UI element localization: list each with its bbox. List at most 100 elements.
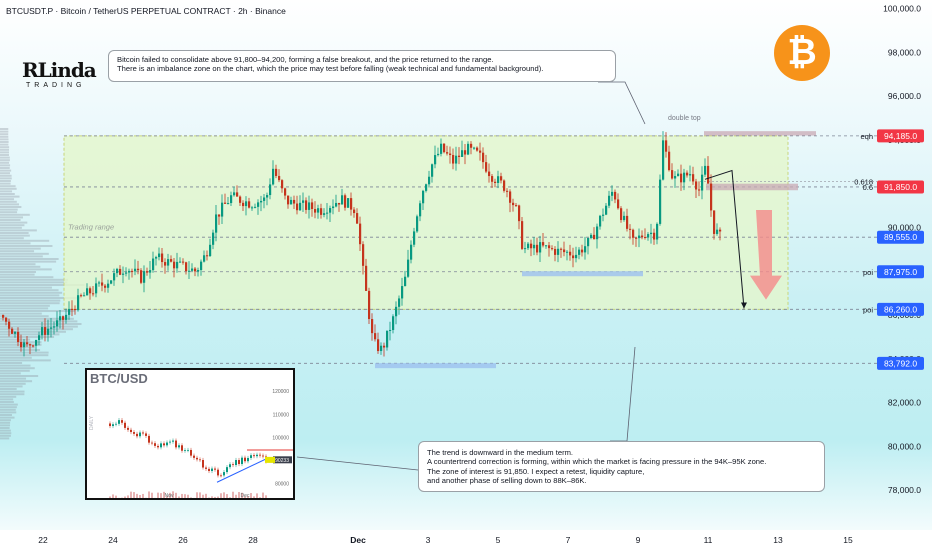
volume-bar [0,247,41,250]
candle-body [353,209,356,214]
volume-bar [0,414,12,416]
inset-candle-body [109,423,111,427]
candle-body [434,155,437,165]
price-label-text: 94,185.0 [884,131,917,141]
candle-body [119,268,122,275]
fib-tag: 0.618 [854,177,873,186]
price-tick-label: 96,000.0 [888,91,921,101]
candle-body [230,195,233,204]
candle-body [317,208,320,213]
inset-volume-bar [211,496,213,498]
inset-volume-bar [223,492,225,498]
volume-bar [0,424,11,427]
candle-body [491,176,494,182]
price-label-text: 87,975.0 [884,267,917,277]
inset-volume-bar [175,492,177,498]
inset-volume-bar [115,495,117,498]
volume-bar [0,146,10,149]
inset-volume-bar [259,497,261,498]
candle-body [209,244,212,257]
inset-candle-body [172,440,174,442]
candle-body [287,195,290,205]
volume-bar [0,408,16,411]
volume-bar [0,242,31,245]
candle-body [380,345,383,352]
volume-bar [0,133,9,136]
note-line: and another phase of selling down to 88K… [427,476,587,486]
volume-bar [0,323,82,325]
candle-body [587,238,590,247]
candle-body [5,317,8,322]
inset-volume-bar [241,492,243,498]
candle-body [716,229,719,234]
candle-body [167,259,170,266]
candle-body [548,245,551,249]
candle-body [29,344,32,346]
time-axis[interactable]: 22 24 26 28 Dec 3 5 7 9 11 13 15 [0,530,932,550]
volume-bar [0,421,11,424]
candle-body [341,195,344,205]
inset-volume-bar [124,496,126,498]
volume-bar [0,232,29,234]
inset-volume-bar [196,492,198,498]
candle-body [590,234,593,239]
candle-body [635,237,638,239]
candle-body [443,143,446,153]
volume-bar [0,211,18,214]
volume-bar [0,143,9,146]
bottom-analysis-note[interactable]: The trend is downward in the medium term… [418,441,825,492]
inset-candle-body [226,467,228,473]
inset-volume-bar [199,492,201,498]
inset-candle-body [148,435,150,443]
imbalance-zone [706,183,798,191]
volume-bar [0,187,17,190]
candle-body [464,150,467,155]
candle-body [419,203,422,217]
top-analysis-note[interactable]: Bitcoin failed to consolidate above 91,8… [108,50,616,82]
inset-candle-body [202,459,204,468]
highlight-zones [375,131,816,369]
volume-bar [0,328,73,331]
brand-logo: RLinda TRADING [22,58,97,89]
candle-body [398,298,401,307]
candle-body [371,319,374,334]
volume-bar [0,219,21,221]
candle-body [182,261,185,263]
volume-bar [0,281,68,284]
candle-body [533,244,536,249]
candle-body [134,268,137,272]
candle-body [431,164,434,177]
candle-body [707,165,710,184]
volume-bar [0,167,10,169]
inset-candle-body [241,457,243,465]
inset-volume-bar [127,495,129,498]
volume-bar [0,297,82,299]
volume-bar [0,185,16,188]
inset-candle-body [130,429,132,433]
candle-body [572,255,575,259]
candle-body [605,205,608,215]
inset-candle-body [187,449,189,451]
candle-body [146,271,149,273]
time-tick-label: 7 [566,535,571,545]
volume-bar [0,359,51,362]
volume-bar [0,156,10,159]
price-axis[interactable]: 78,000.080,000.082,000.084,000.086,000.0… [883,4,921,496]
bottom-note-pointer [610,346,636,442]
symbol-title[interactable]: BTCUSDT.P · Bitcoin / TetherUS PERPETUAL… [6,6,286,16]
candle-body [560,248,563,250]
volume-bar [0,159,10,162]
price-tick-label: 82,000.0 [888,398,921,408]
inset-candle-body [196,457,198,460]
candle-body [506,190,509,192]
candle-body [503,180,506,191]
level-tag: poi [863,268,873,277]
candle-body [458,155,461,157]
inset-volume-bar [253,496,255,498]
volume-bar [0,245,53,247]
inset-volume-bar [256,493,258,498]
volume-bar [0,380,33,383]
double-top-label: double top [668,115,701,122]
price-label-box [877,356,924,370]
